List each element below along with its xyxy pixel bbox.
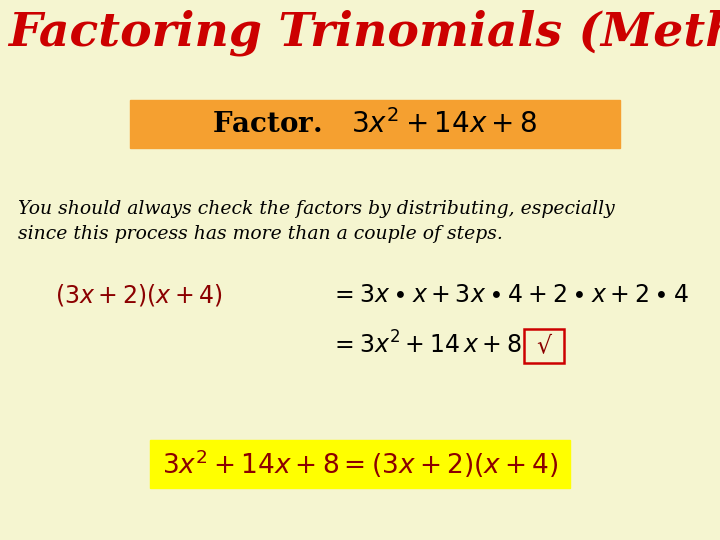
FancyBboxPatch shape bbox=[130, 100, 620, 148]
Text: $( 3x + 2 )( x + 4 )$: $( 3x + 2 )( x + 4 )$ bbox=[55, 282, 222, 308]
Text: You should always check the factors by distributing, especially: You should always check the factors by d… bbox=[18, 200, 615, 218]
Text: $3x^2 + 14x + 8 = (3x + 2)(x + 4)$: $3x^2 + 14x + 8 = (3x + 2)(x + 4)$ bbox=[162, 448, 558, 480]
Text: √: √ bbox=[536, 334, 552, 357]
FancyBboxPatch shape bbox=[524, 329, 564, 363]
Text: Factor.   $3x^2 + 14x + 8$: Factor. $3x^2 + 14x + 8$ bbox=[212, 109, 538, 139]
Text: $= 3x^2 + 14\, x + 8$: $= 3x^2 + 14\, x + 8$ bbox=[330, 332, 522, 359]
Text: since this process has more than a couple of steps.: since this process has more than a coupl… bbox=[18, 225, 503, 243]
FancyBboxPatch shape bbox=[150, 440, 570, 488]
Text: $= 3x \bullet x + 3x \bullet 4 + 2 \bullet x + 2 \bullet 4$: $= 3x \bullet x + 3x \bullet 4 + 2 \bull… bbox=[330, 284, 689, 307]
Text: Factoring Trinomials (Method 2*): Factoring Trinomials (Method 2*) bbox=[8, 10, 720, 57]
